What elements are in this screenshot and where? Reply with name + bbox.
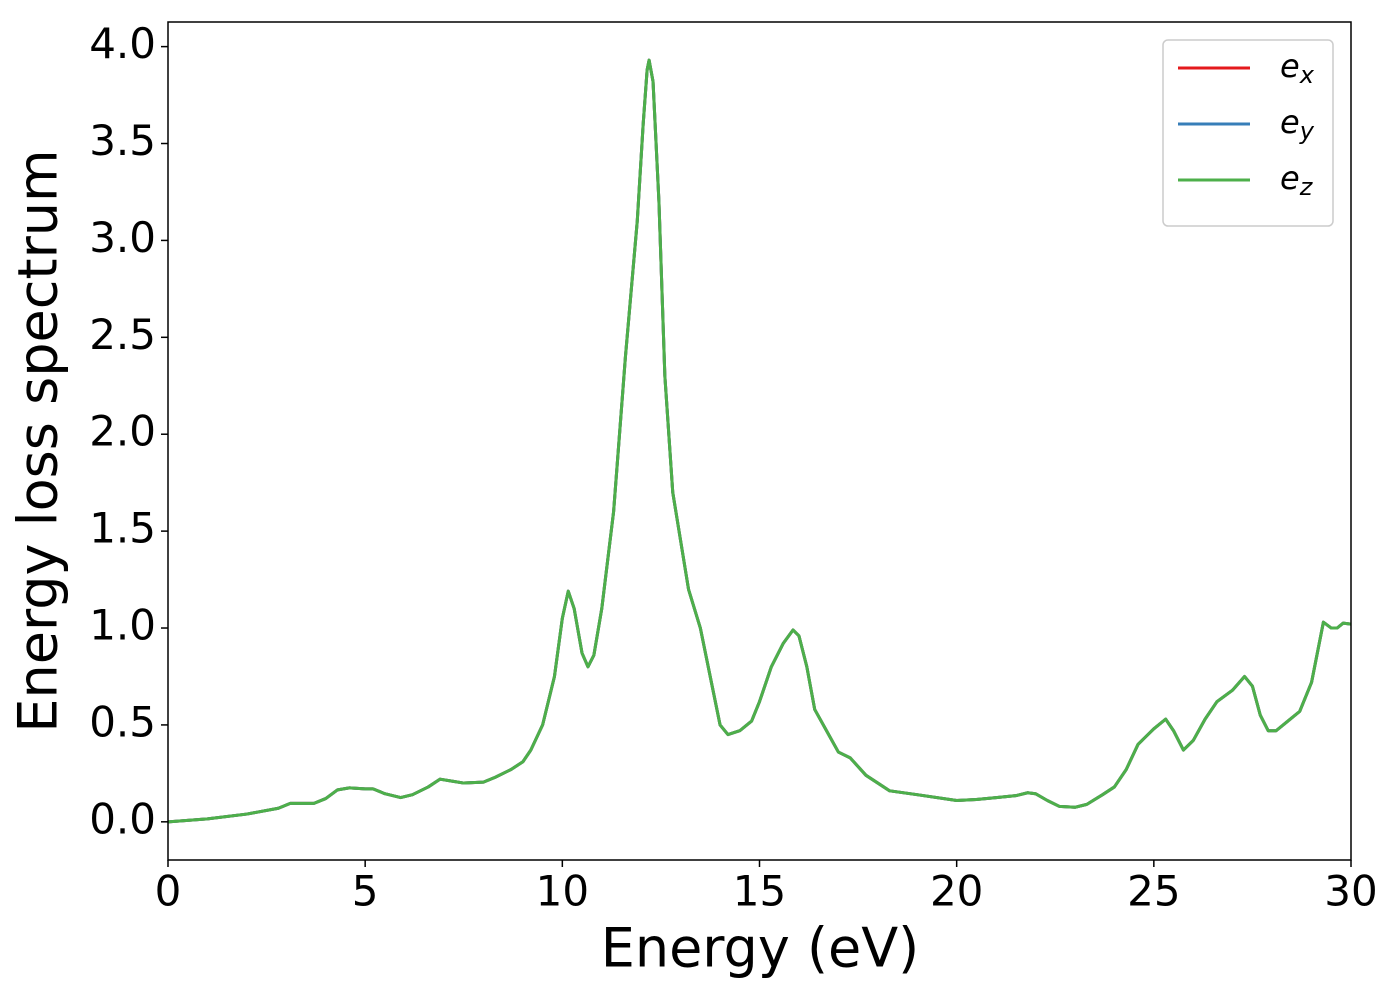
y-tick-label: 2.5 [89,310,156,359]
x-tick-label: 20 [930,867,983,916]
x-tick-label: 15 [733,867,786,916]
y-axis-label: Energy loss spectrum [7,149,70,732]
y-tick-label: 2.0 [89,407,156,456]
plot-frame [167,21,1352,861]
x-tick-label: 0 [155,867,182,916]
x-tick-label: 30 [1324,867,1377,916]
y-tick-label: 0.0 [89,794,156,843]
y-tick-label: 0.5 [89,697,156,746]
x-tick-label: 10 [536,867,589,916]
y-tick-label: 1.5 [89,504,156,553]
legend-label: ex [1280,47,1315,89]
y-tick-label: 1.0 [89,601,156,650]
x-axis-label: Energy (eV) [601,917,920,980]
y-tick-label: 3.0 [89,213,156,262]
y-tick-label: 3.5 [89,116,156,165]
x-tick-label: 5 [352,867,379,916]
legend-label: ez [1280,159,1314,201]
x-tick-label: 25 [1127,867,1180,916]
line-series [168,58,1351,824]
y-tick-label: 4.0 [89,19,156,68]
legend-label: ey [1280,103,1315,145]
